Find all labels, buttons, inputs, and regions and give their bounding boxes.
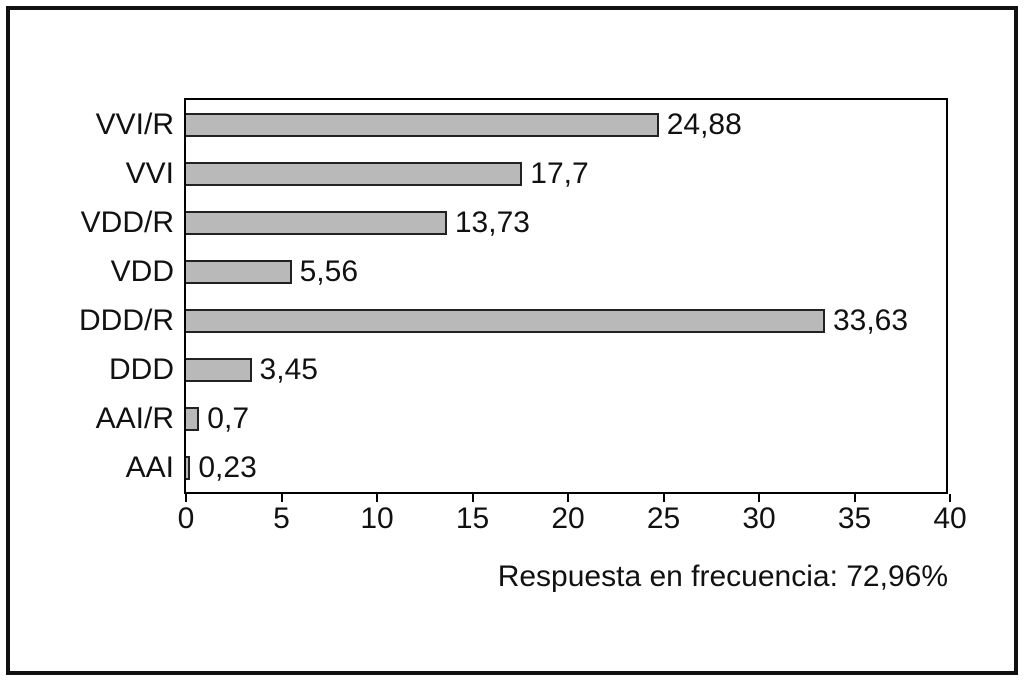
bar bbox=[186, 406, 200, 431]
bar-chart: VVI/R VVI VDD/R VDD DDD/R DDD AAI/R AAI 24,88 17… bbox=[24, 98, 967, 594]
category-label: VVI bbox=[125, 156, 174, 190]
figure-frame: VVI/R VVI VDD/R VDD DDD/R DDD AAI/R AAI 24,88 17… bbox=[6, 6, 1018, 675]
x-tick-mark bbox=[185, 494, 187, 502]
x-tick-label: 30 bbox=[742, 502, 776, 535]
bar-row: 0,23 bbox=[186, 443, 946, 492]
category-axis: VVI/R VVI VDD/R VDD DDD/R DDD AAI/R AAI bbox=[24, 98, 184, 492]
value-label: 0,23 bbox=[198, 450, 257, 484]
category-label: VVI/R bbox=[95, 107, 174, 141]
x-tick-mark bbox=[471, 494, 474, 502]
x-tick-mark bbox=[853, 494, 856, 502]
category-label: DDD/R bbox=[79, 303, 174, 337]
x-tick-mark bbox=[949, 494, 951, 502]
x-tick-label: 10 bbox=[360, 502, 394, 535]
bar-row: 13,73 bbox=[186, 198, 946, 247]
value-label: 33,63 bbox=[832, 303, 909, 337]
plot-wrap: 24,88 17,7 13,73 5,56 33,63 3,45 0,7 0,23 0 5 10 1… bbox=[178, 98, 967, 594]
value-label: 24,88 bbox=[666, 107, 742, 141]
bar bbox=[186, 308, 825, 333]
bar-row: 0,7 bbox=[186, 394, 946, 443]
bar bbox=[186, 357, 252, 382]
x-tick-mark bbox=[662, 494, 665, 502]
category-label: DDD bbox=[109, 352, 174, 386]
x-tick-mark bbox=[376, 494, 378, 502]
bar bbox=[186, 259, 292, 284]
bar bbox=[186, 455, 191, 480]
x-tick-mark bbox=[567, 494, 569, 502]
value-label: 13,73 bbox=[454, 205, 530, 239]
x-tick-label: 15 bbox=[455, 502, 490, 535]
x-tick-label: 40 bbox=[933, 502, 967, 535]
x-tick-mark bbox=[758, 494, 760, 502]
category-label: AAI bbox=[125, 450, 174, 484]
bar bbox=[186, 210, 447, 235]
chart-grid: VVI/R VVI VDD/R VDD DDD/R DDD AAI/R AAI 24,88 17… bbox=[24, 98, 967, 594]
bar-row: 5,56 bbox=[186, 247, 946, 296]
value-label: 3,45 bbox=[259, 352, 318, 386]
plot-area: 24,88 17,7 13,73 5,56 33,63 3,45 0,7 0,23 bbox=[184, 98, 948, 494]
x-tick-label: 20 bbox=[551, 502, 585, 535]
category-label: AAI/R bbox=[95, 401, 174, 435]
chart-caption: Respuesta en frecuencia: 72,96% bbox=[497, 560, 948, 593]
bar-row: 17,7 bbox=[186, 149, 946, 198]
bar-row: 33,63 bbox=[186, 296, 946, 345]
x-axis: 0 5 10 15 20 25 30 35 40 bbox=[178, 494, 967, 544]
x-tick-label: 5 bbox=[273, 502, 290, 535]
value-label: 17,7 bbox=[530, 156, 589, 190]
bar bbox=[186, 161, 523, 186]
category-label: VDD bbox=[110, 254, 174, 288]
value-label: 0,7 bbox=[207, 401, 250, 435]
x-tick-label: 25 bbox=[646, 502, 681, 535]
x-tick-label: 35 bbox=[837, 502, 872, 535]
bar-row: 24,88 bbox=[186, 100, 946, 149]
bar-row: 3,45 bbox=[186, 345, 946, 394]
value-label: 5,56 bbox=[299, 254, 359, 288]
x-tick-mark bbox=[280, 494, 283, 502]
category-label: VDD/R bbox=[80, 205, 174, 239]
bar bbox=[186, 112, 659, 137]
x-tick-label: 0 bbox=[177, 502, 195, 535]
